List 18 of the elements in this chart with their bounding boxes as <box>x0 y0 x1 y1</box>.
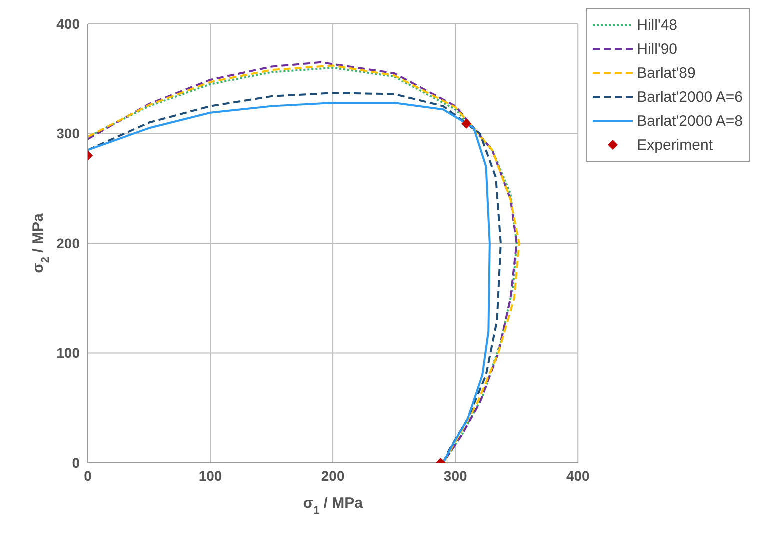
legend-label: Barlat'2000 A=6 <box>637 88 743 106</box>
y-tick-label: 400 <box>56 16 80 32</box>
x-tick-label: 0 <box>84 468 92 484</box>
x-tick-label: 400 <box>566 468 590 484</box>
x-axis-title: σ$_{1}$ / MPa <box>303 495 364 517</box>
legend-label: Hill'90 <box>637 40 678 58</box>
legend-label: Barlat'89 <box>637 64 696 82</box>
x-tick-label: 300 <box>444 468 468 484</box>
x-tick-label: 200 <box>321 468 345 484</box>
point <box>462 118 472 129</box>
y-tick-label: 0 <box>72 454 80 471</box>
legend-label: Barlat'2000 A=8 <box>637 112 743 130</box>
legend-label: Hill'48 <box>637 16 678 34</box>
y-tick-label: 100 <box>56 345 80 362</box>
y-tick-label: 300 <box>56 126 80 142</box>
x-tick-label: 100 <box>198 468 222 484</box>
y-tick-label: 200 <box>56 235 80 252</box>
legend-label: Experiment <box>637 136 713 154</box>
